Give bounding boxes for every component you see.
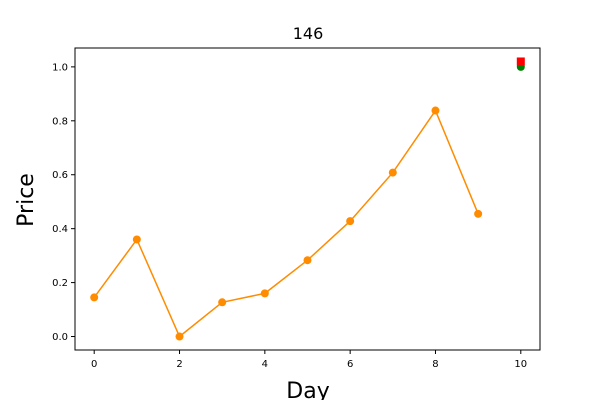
x-axis-ticks: 0 2 4 6 8 10 <box>91 350 527 370</box>
y-tick-label: 0.6 <box>52 170 68 181</box>
y-tick-label: 1.0 <box>52 62 68 73</box>
series-line <box>93 108 479 338</box>
data-point <box>90 293 99 302</box>
chart-title: 146 <box>293 24 324 43</box>
y-tick-label: 0.8 <box>52 116 68 127</box>
x-tick-label: 0 <box>91 359 97 370</box>
data-point <box>431 106 440 115</box>
x-tick-label: 10 <box>514 359 527 370</box>
data-point <box>346 217 355 226</box>
data-point <box>388 168 397 177</box>
y-axis-ticks: 0.0 0.2 0.4 0.6 0.8 1.0 <box>52 62 75 343</box>
y-tick-label: 0.4 <box>52 224 68 235</box>
extra-points-layer <box>516 57 525 71</box>
series-layer <box>90 106 483 341</box>
y-tick-label: 0.0 <box>52 332 68 343</box>
x-tick-label: 2 <box>176 359 182 370</box>
y-axis-label: Price <box>14 173 39 227</box>
data-point <box>218 298 227 307</box>
data-point <box>260 289 269 298</box>
y-tick-label: 0.2 <box>52 278 68 289</box>
data-point <box>132 235 141 244</box>
x-tick-label: 4 <box>262 359 268 370</box>
data-point <box>175 332 184 341</box>
extra-point-square <box>516 57 525 66</box>
data-point <box>303 256 312 265</box>
x-tick-label: 8 <box>432 359 438 370</box>
data-point <box>474 209 483 218</box>
x-axis-label: Day <box>286 379 329 400</box>
x-tick-label: 6 <box>347 359 353 370</box>
plot-area <box>74 47 541 351</box>
plot-frame <box>74 47 541 351</box>
